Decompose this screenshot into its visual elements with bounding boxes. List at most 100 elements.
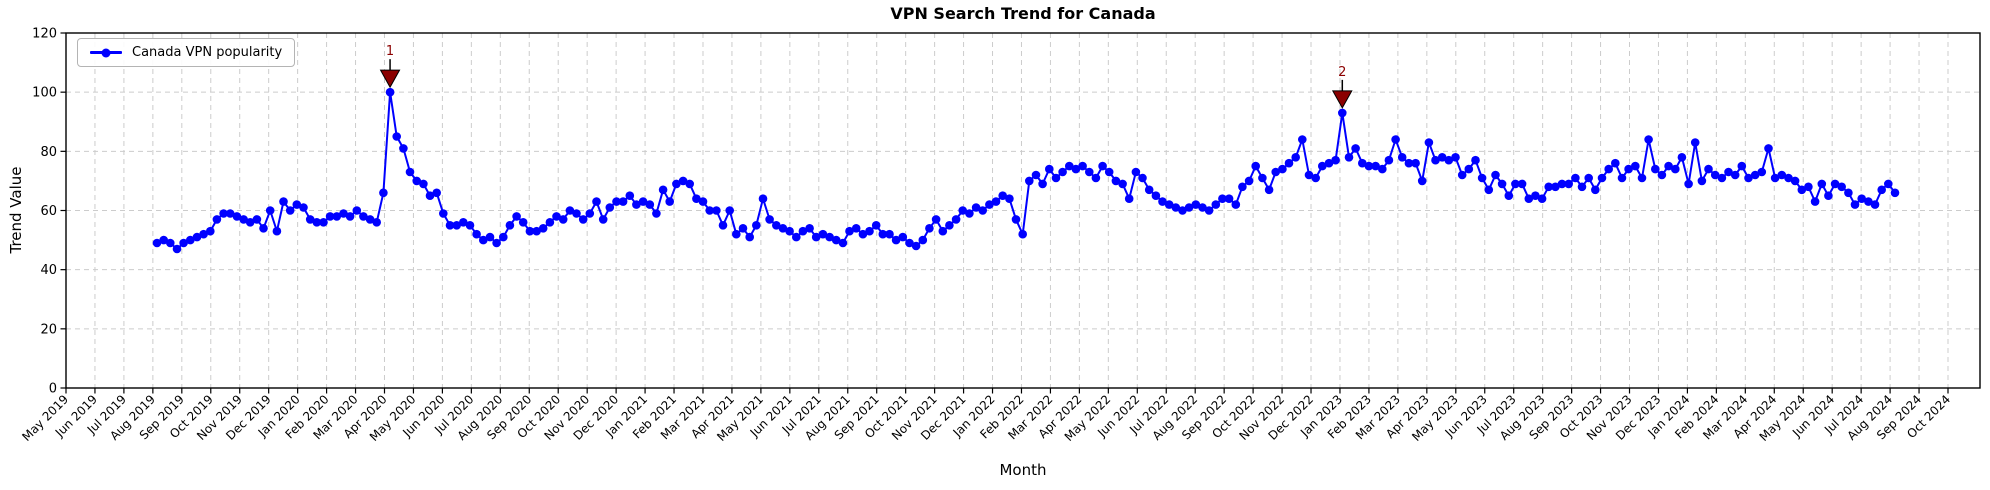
- y-tick-label: 20: [40, 322, 57, 337]
- data-point: [1238, 182, 1247, 192]
- data-point: [1537, 194, 1547, 203]
- data-point: [206, 226, 215, 236]
- data-point: [692, 194, 701, 203]
- data-point: [1151, 191, 1161, 200]
- data-point: [1657, 170, 1667, 180]
- data-point: [1551, 182, 1560, 192]
- data-point: [259, 224, 268, 233]
- data-point: [538, 224, 548, 233]
- annotation-triangle-marker-icon: [1331, 90, 1353, 109]
- data-point: [1131, 167, 1141, 177]
- data-point: [1025, 176, 1034, 186]
- data-point: [186, 235, 195, 245]
- data-point: [1278, 164, 1287, 174]
- data-point: [645, 200, 655, 209]
- data-point: [1304, 170, 1314, 180]
- data-point: [1890, 188, 1900, 198]
- data-point: [1704, 164, 1713, 174]
- data-point: [818, 229, 828, 239]
- chart-title: VPN Search Trend for Canada: [890, 4, 1156, 23]
- data-point: [1051, 173, 1061, 183]
- data-point: [1824, 191, 1833, 200]
- data-point: [1810, 197, 1820, 206]
- data-point: [345, 212, 355, 221]
- data-point: [918, 235, 928, 245]
- data-point: [152, 238, 162, 248]
- data-series: [152, 87, 1900, 254]
- data-point: [245, 218, 255, 227]
- data-point: [978, 206, 987, 215]
- data-point: [958, 206, 967, 215]
- data-point: [505, 221, 515, 230]
- data-point: [1671, 164, 1680, 174]
- data-point: [1085, 167, 1094, 177]
- data-point: [572, 209, 581, 218]
- legend-line-sample: [90, 48, 122, 57]
- data-point: [359, 212, 368, 221]
- data-point: [352, 206, 362, 215]
- data-point: [459, 218, 468, 227]
- data-point: [552, 212, 561, 221]
- data-point: [858, 229, 868, 239]
- data-point: [658, 185, 668, 195]
- data-point: [325, 212, 335, 221]
- data-point: [585, 209, 595, 218]
- data-point: [1577, 182, 1587, 192]
- data-point: [672, 179, 681, 189]
- data-point: [1444, 155, 1454, 165]
- data-point: [1358, 158, 1367, 168]
- data-point: [1764, 144, 1773, 153]
- data-point: [1184, 203, 1194, 212]
- data-point: [738, 224, 748, 233]
- data-point: [1264, 185, 1274, 195]
- data-point: [518, 218, 528, 227]
- data-point: [405, 167, 415, 177]
- data-point: [772, 221, 781, 230]
- data-point: [1198, 203, 1207, 212]
- data-point: [279, 197, 288, 206]
- data-point: [1364, 161, 1374, 171]
- data-point: [1291, 153, 1300, 162]
- data-point: [392, 132, 402, 141]
- data-point: [1178, 206, 1187, 215]
- data-point: [499, 232, 508, 242]
- data-point: [1311, 173, 1320, 183]
- data-point: [432, 188, 442, 198]
- data-point: [911, 241, 921, 251]
- data-point: [439, 209, 448, 218]
- data-point: [1031, 170, 1041, 180]
- data-point: [991, 197, 1001, 206]
- data-point: [339, 209, 348, 218]
- data-point: [1511, 179, 1520, 189]
- data-point: [851, 224, 861, 233]
- data-point: [1058, 167, 1067, 177]
- data-point: [285, 206, 295, 215]
- data-point: [1124, 194, 1134, 203]
- data-point: [1224, 194, 1234, 203]
- data-point: [1484, 185, 1494, 195]
- data-point: [931, 215, 941, 224]
- data-point: [1557, 179, 1567, 189]
- data-point: [1011, 215, 1021, 224]
- data-point: [1884, 179, 1893, 189]
- data-point: [638, 197, 648, 206]
- data-point: [452, 221, 462, 230]
- data-point: [1750, 170, 1760, 180]
- data-point: [898, 232, 908, 242]
- data-point: [705, 206, 714, 215]
- data-point: [625, 191, 635, 200]
- data-point: [1251, 161, 1260, 171]
- data-point: [1591, 185, 1600, 195]
- data-point: [1397, 153, 1407, 162]
- data-point: [1211, 200, 1221, 209]
- data-point: [1244, 176, 1254, 186]
- data-point: [399, 144, 408, 153]
- annotation-2: 2: [1331, 65, 1353, 109]
- data-point: [605, 203, 615, 212]
- data-point: [592, 197, 601, 206]
- data-point: [1724, 167, 1733, 177]
- data-point: [825, 232, 834, 242]
- data-point: [332, 212, 342, 221]
- data-point: [612, 197, 621, 206]
